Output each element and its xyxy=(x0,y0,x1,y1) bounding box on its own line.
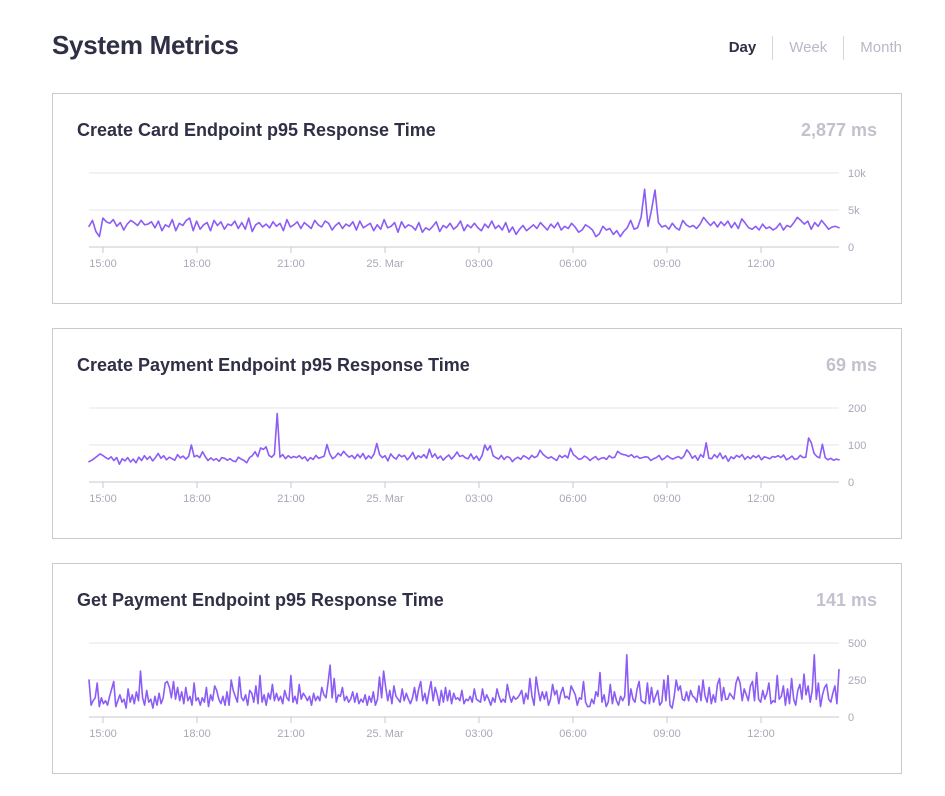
y-tick-label: 250 xyxy=(848,675,866,687)
x-tick-label: 12:00 xyxy=(747,493,775,505)
y-tick-label: 0 xyxy=(848,242,854,254)
x-tick-label: 25. Mar xyxy=(366,258,404,270)
x-tick-label: 15:00 xyxy=(89,493,117,505)
x-tick-label: 21:00 xyxy=(277,258,305,270)
tab-divider xyxy=(843,36,845,60)
chart-card-create-payment: Create Payment Endpoint p95 Response Tim… xyxy=(52,328,902,539)
current-value: 69 ms xyxy=(825,355,877,375)
series-line xyxy=(88,188,840,238)
x-tick-label: 12:00 xyxy=(747,728,775,740)
tab-week[interactable]: Week xyxy=(789,39,828,56)
y-tick-label: 5k xyxy=(848,205,860,217)
x-tick-label: 25. Mar xyxy=(366,728,404,740)
y-tick-label: 0 xyxy=(848,477,854,489)
series-line xyxy=(88,654,840,709)
tab-divider xyxy=(772,36,774,60)
x-tick-label: 06:00 xyxy=(559,258,587,270)
x-tick-label: 06:00 xyxy=(559,728,587,740)
x-tick-label: 06:00 xyxy=(559,493,587,505)
x-tick-label: 03:00 xyxy=(465,493,493,505)
line-chart: 0 5k 10k 15:00 18:00 21:00 25. Mar 03:00 06:00 09… xyxy=(88,168,866,270)
line-chart: 0 100 200 15:00 18:00 21:00 25. Mar 03:00 06:00 0… xyxy=(88,403,866,505)
x-tick-label: 25. Mar xyxy=(366,493,404,505)
tab-day[interactable]: Day xyxy=(728,39,757,56)
page-title: System Metrics xyxy=(52,30,239,60)
page-header: System Metrics Day Week Month xyxy=(52,30,902,70)
x-tick-label: 09:00 xyxy=(653,258,681,270)
y-tick-label: 10k xyxy=(848,168,866,180)
line-chart: 0 250 500 15:00 18:00 21:00 25. Mar 03:00 06:00 0… xyxy=(88,638,866,740)
chart-title: Create Payment Endpoint p95 Response Tim… xyxy=(77,355,470,375)
range-tabs: Day Week Month xyxy=(713,36,902,60)
chart-card-create-card: Create Card Endpoint p95 Response Time 2… xyxy=(52,93,902,304)
series-line xyxy=(88,412,840,465)
y-tick-label: 200 xyxy=(848,403,866,415)
x-tick-label: 09:00 xyxy=(653,728,681,740)
x-tick-label: 15:00 xyxy=(89,258,117,270)
x-tick-label: 18:00 xyxy=(183,493,211,505)
chart-title: Create Card Endpoint p95 Response Time xyxy=(77,120,436,140)
x-tick-label: 21:00 xyxy=(277,493,305,505)
x-tick-label: 21:00 xyxy=(277,728,305,740)
current-value: 141 ms xyxy=(815,590,877,610)
x-tick-label: 18:00 xyxy=(183,728,211,740)
x-tick-label: 15:00 xyxy=(89,728,117,740)
x-tick-label: 03:00 xyxy=(465,728,493,740)
chart-title: Get Payment Endpoint p95 Response Time xyxy=(77,590,444,610)
chart-card-get-payment: Get Payment Endpoint p95 Response Time 1… xyxy=(52,563,902,774)
x-tick-label: 09:00 xyxy=(653,493,681,505)
x-tick-label: 18:00 xyxy=(183,258,211,270)
y-tick-label: 500 xyxy=(848,638,866,650)
tab-month[interactable]: Month xyxy=(860,39,902,56)
y-tick-label: 100 xyxy=(848,440,866,452)
x-tick-label: 12:00 xyxy=(747,258,775,270)
current-value: 2,877 ms xyxy=(800,120,877,140)
x-tick-label: 03:00 xyxy=(465,258,493,270)
y-tick-label: 0 xyxy=(848,712,854,724)
